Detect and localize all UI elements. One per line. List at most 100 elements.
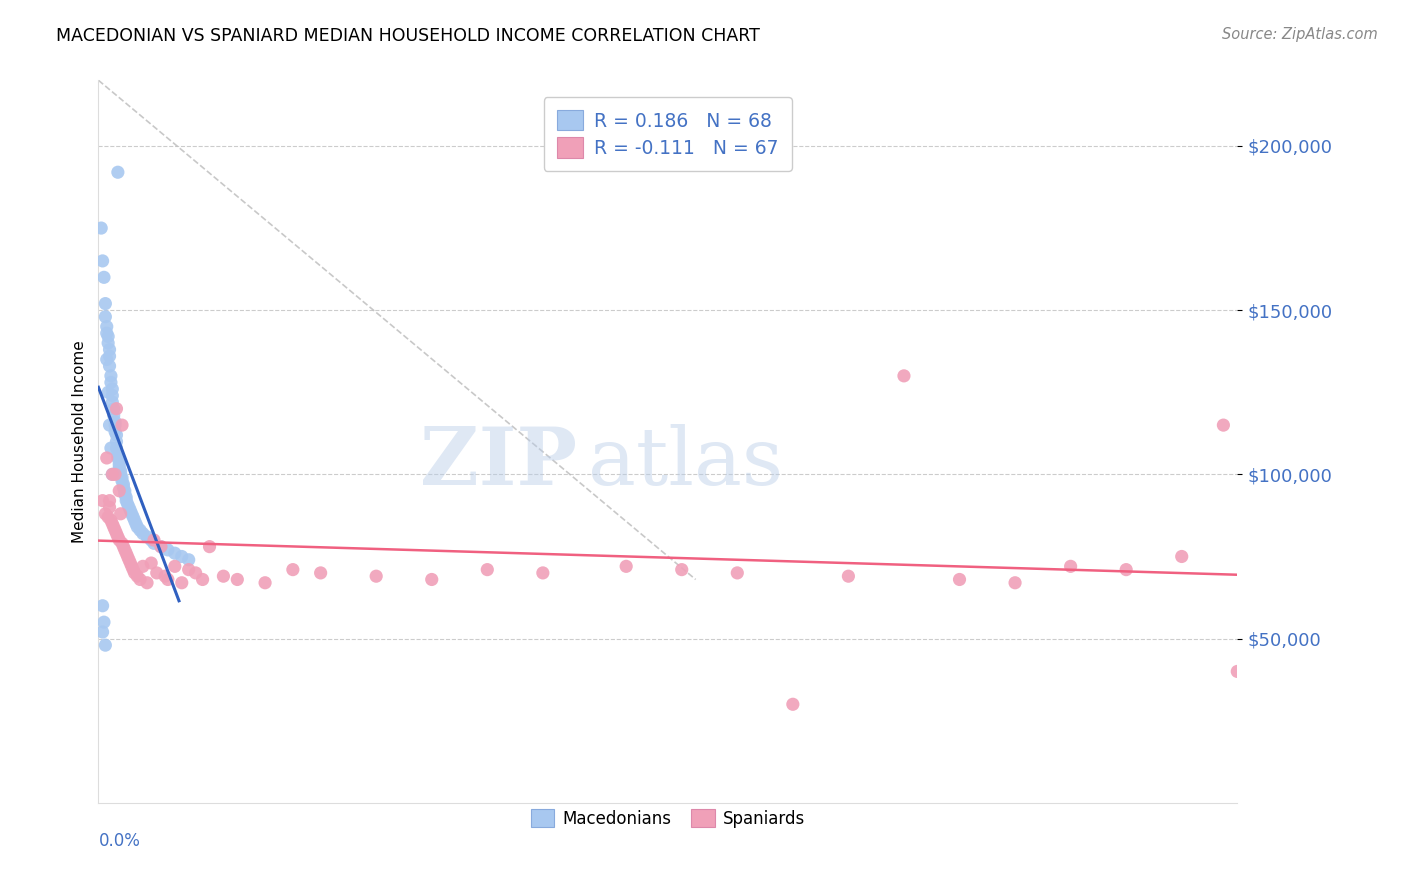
Point [96, 319, 118, 334]
Point [115, 546, 138, 560]
Point [101, 516, 124, 531]
Point [104, 425, 127, 439]
Point [111, 471, 134, 485]
Point [107, 450, 129, 465]
Point [114, 487, 136, 501]
Point [309, 566, 332, 580]
Point [97, 385, 120, 400]
Point [143, 533, 166, 547]
Point [121, 507, 143, 521]
Point [120, 556, 142, 570]
Point [124, 566, 146, 580]
Point [98, 359, 121, 373]
Point [100, 376, 122, 390]
Point [122, 510, 145, 524]
Point [107, 530, 129, 544]
Point [111, 418, 134, 433]
Point [101, 467, 124, 482]
Point [91, 493, 114, 508]
Point [1004, 575, 1026, 590]
Point [117, 549, 139, 564]
Point [111, 474, 134, 488]
Text: MACEDONIAN VS SPANIARD MEDIAN HOUSEHOLD INCOME CORRELATION CHART: MACEDONIAN VS SPANIARD MEDIAN HOUSEHOLD … [56, 27, 761, 45]
Point [94, 296, 117, 310]
Point [477, 563, 499, 577]
Point [104, 523, 127, 537]
Point [100, 441, 122, 455]
Point [94, 638, 117, 652]
Point [107, 165, 129, 179]
Point [91, 599, 114, 613]
Y-axis label: Median Household Income: Median Household Income [72, 340, 87, 543]
Point [177, 563, 200, 577]
Legend: Macedonians, Spaniards: Macedonians, Spaniards [524, 802, 811, 834]
Point [96, 450, 118, 465]
Point [111, 536, 134, 550]
Point [170, 575, 193, 590]
Point [101, 388, 124, 402]
Point [98, 343, 121, 357]
Point [96, 326, 118, 341]
Point [122, 563, 145, 577]
Point [114, 542, 136, 557]
Text: Source: ZipAtlas.com: Source: ZipAtlas.com [1222, 27, 1378, 42]
Point [101, 467, 124, 482]
Point [108, 460, 131, 475]
Point [366, 569, 388, 583]
Point [98, 493, 121, 508]
Point [156, 542, 179, 557]
Point [91, 253, 114, 268]
Point [127, 520, 149, 534]
Point [110, 464, 132, 478]
Point [115, 493, 138, 508]
Point [110, 467, 132, 482]
Point [1226, 665, 1249, 679]
Point [108, 458, 131, 472]
Point [108, 483, 131, 498]
Point [129, 573, 152, 587]
Point [153, 569, 176, 583]
Point [103, 409, 125, 423]
Point [1212, 418, 1234, 433]
Point [725, 566, 748, 580]
Point [98, 349, 121, 363]
Point [118, 553, 141, 567]
Point [112, 540, 135, 554]
Point [114, 483, 136, 498]
Point [94, 310, 117, 324]
Point [177, 553, 200, 567]
Point [121, 559, 143, 574]
Point [107, 448, 129, 462]
Point [1059, 559, 1081, 574]
Point [105, 401, 128, 416]
Point [170, 549, 193, 564]
Point [143, 536, 166, 550]
Point [104, 418, 127, 433]
Point [136, 575, 159, 590]
Point [127, 569, 149, 583]
Point [118, 500, 141, 515]
Point [93, 615, 115, 630]
Point [198, 540, 221, 554]
Point [98, 418, 121, 433]
Point [420, 573, 443, 587]
Point [110, 507, 132, 521]
Point [120, 503, 142, 517]
Point [105, 526, 128, 541]
Point [90, 221, 112, 235]
Point [117, 497, 139, 511]
Point [149, 540, 172, 554]
Text: ZIP: ZIP [420, 425, 576, 502]
Point [1170, 549, 1192, 564]
Point [108, 454, 131, 468]
Point [97, 510, 120, 524]
Point [104, 467, 127, 482]
Point [212, 569, 235, 583]
Point [614, 559, 637, 574]
Point [100, 368, 122, 383]
Point [93, 270, 115, 285]
Point [948, 573, 970, 587]
Point [96, 352, 118, 367]
Point [837, 569, 859, 583]
Point [101, 382, 124, 396]
